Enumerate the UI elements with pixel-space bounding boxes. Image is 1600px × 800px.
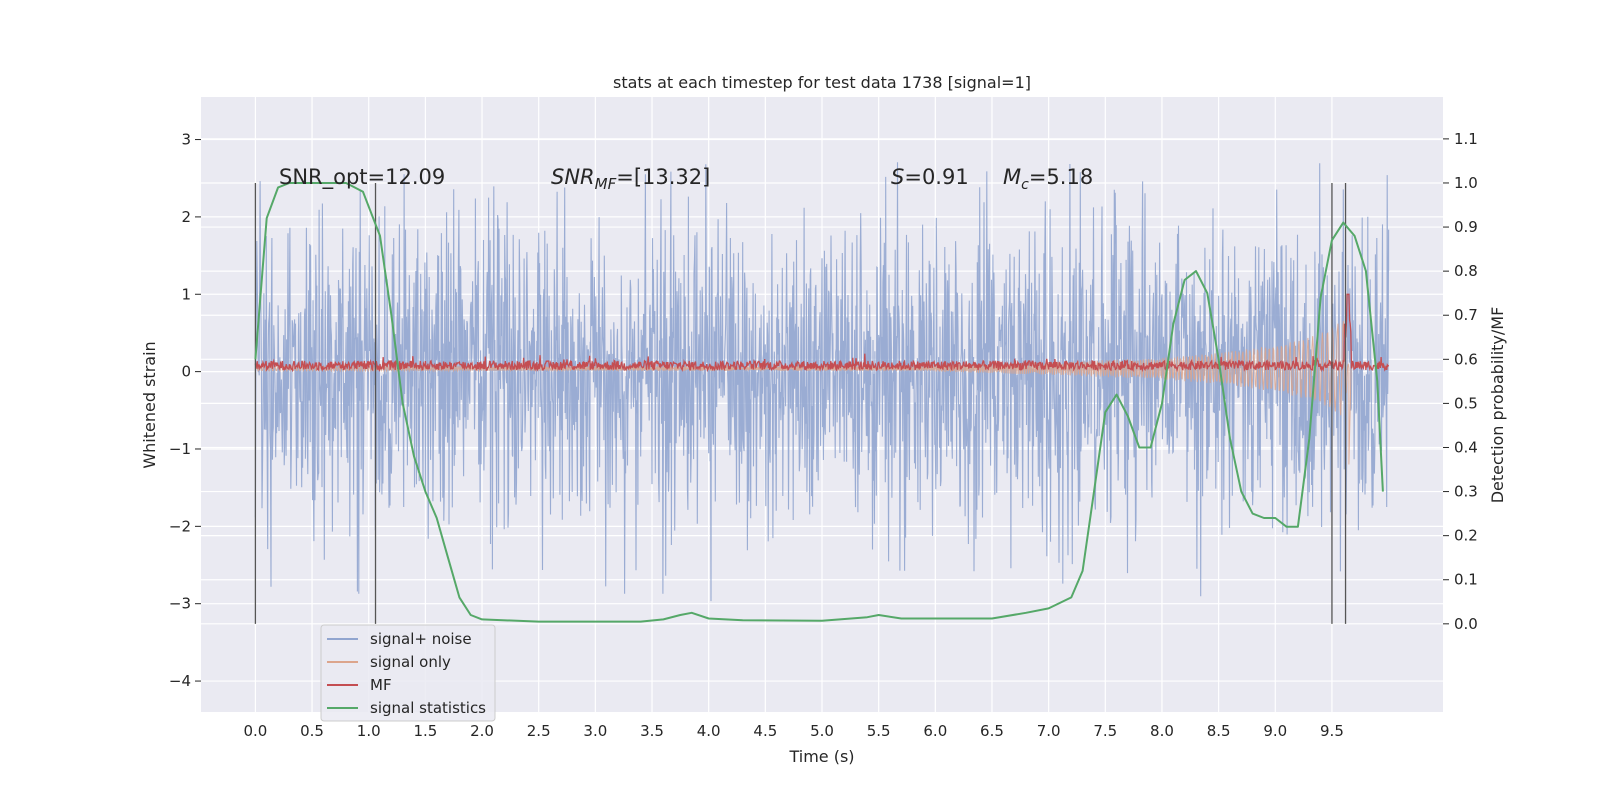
legend-label-signal-plus-noise: signal+ noise bbox=[370, 630, 472, 648]
series-signal-only bbox=[254, 321, 1352, 465]
chart-title: stats at each timestep for test data 173… bbox=[613, 73, 1031, 92]
y2-tick-label: 0.2 bbox=[1454, 527, 1478, 545]
y2-tick-label: 0.0 bbox=[1454, 615, 1478, 633]
y-tick-label: 0 bbox=[181, 363, 191, 381]
y-tick-label: 1 bbox=[181, 285, 191, 303]
y2-axis-ticks: 1.1 1.0 0.9 0.8 0.7 0.6 0.5 0.4 0.3 0.2 0.1 0.0 bbox=[1443, 130, 1478, 633]
x-tick-label: 6.5 bbox=[980, 722, 1004, 740]
vertical-markers bbox=[254, 182, 1347, 624]
x-tick-label: 9.0 bbox=[1263, 722, 1287, 740]
x-tick-label: 3.0 bbox=[583, 722, 607, 740]
series-signal-statistics bbox=[254, 182, 1384, 623]
legend-label-signal-only: signal only bbox=[370, 653, 451, 671]
y-axis-label: Whitened strain bbox=[140, 341, 159, 468]
x-tick-label: 4.5 bbox=[753, 722, 777, 740]
y-tick-label: 2 bbox=[181, 208, 191, 226]
x-tick-label: 7.0 bbox=[1037, 722, 1061, 740]
series-signal-plus-noise bbox=[254, 162, 1390, 602]
y-tick-label: −1 bbox=[169, 440, 191, 458]
y-tick-label: −4 bbox=[169, 672, 191, 690]
x-tick-label: 2.5 bbox=[527, 722, 551, 740]
x-tick-label: 0.0 bbox=[243, 722, 267, 740]
annotation-snr-mf-value: =[13.32] bbox=[616, 165, 710, 189]
annotation-snr-opt: SNR_opt=12.09 bbox=[279, 165, 445, 190]
x-tick-label: 6.0 bbox=[923, 722, 947, 740]
y-tick-label: 3 bbox=[181, 131, 191, 149]
y2-tick-label: 1.1 bbox=[1454, 130, 1478, 148]
annotation-mc: Mc=5.18 bbox=[1003, 165, 1093, 193]
annotation-s: S=0.91 bbox=[891, 165, 969, 189]
y2-tick-label: 0.7 bbox=[1454, 306, 1478, 324]
x-tick-label: 0.5 bbox=[300, 722, 324, 740]
y2-tick-label: 0.9 bbox=[1454, 218, 1478, 236]
y2-tick-label: 0.6 bbox=[1454, 350, 1478, 368]
x-tick-label: 1.0 bbox=[357, 722, 381, 740]
y-tick-label: −3 bbox=[169, 595, 191, 613]
x-tick-label: 8.5 bbox=[1207, 722, 1231, 740]
annotation-s-value: =0.91 bbox=[904, 165, 968, 189]
y-axis-ticks: 3 2 1 0 −1 −2 −3 −4 bbox=[169, 131, 201, 690]
legend-label-mf: MF bbox=[370, 676, 392, 694]
legend-box bbox=[320, 624, 496, 722]
y2-tick-label: 0.4 bbox=[1454, 438, 1478, 456]
y2-tick-label: 0.1 bbox=[1454, 571, 1478, 589]
x-tick-label: 5.5 bbox=[867, 722, 891, 740]
annotation-mc-value: =5.18 bbox=[1029, 165, 1093, 189]
annotation-s-label: S bbox=[891, 165, 904, 189]
annotation-snr-mf-label: SNR bbox=[551, 165, 595, 189]
y-tick-label: −2 bbox=[169, 517, 191, 535]
x-tick-label: 5.0 bbox=[810, 722, 834, 740]
x-tick-label: 1.5 bbox=[413, 722, 437, 740]
x-tick-label: 4.0 bbox=[697, 722, 721, 740]
x-axis-ticks: 0.0 0.5 1.0 1.5 2.0 2.5 3.0 3.5 4.0 4.5 5.0 5.5 6.0 6… bbox=[243, 722, 1343, 740]
x-tick-label: 8.0 bbox=[1150, 722, 1174, 740]
x-tick-label: 9.5 bbox=[1320, 722, 1344, 740]
x-tick-label: 7.5 bbox=[1093, 722, 1117, 740]
y2-tick-label: 1.0 bbox=[1454, 174, 1478, 192]
line-signal-only bbox=[254, 321, 1352, 465]
legend: signal+ noise signal only MF signal stat… bbox=[320, 624, 496, 722]
x-tick-label: 3.5 bbox=[640, 722, 664, 740]
y2-tick-label: 0.8 bbox=[1454, 262, 1478, 280]
x-axis-label: Time (s) bbox=[788, 747, 854, 766]
x-tick-label: 2.0 bbox=[470, 722, 494, 740]
annotation-snr-mf-sub: MF bbox=[595, 175, 617, 193]
y2-tick-label: 0.5 bbox=[1454, 394, 1478, 412]
annotation-mc-sub: c bbox=[1021, 177, 1029, 193]
y2-axis-label: Detection probability/MF bbox=[1488, 307, 1507, 504]
y2-tick-label: 0.3 bbox=[1454, 483, 1478, 501]
line-signal-statistics bbox=[254, 182, 1384, 623]
line-mf bbox=[254, 293, 1390, 373]
line-signal-plus-noise bbox=[254, 162, 1390, 602]
series-mf bbox=[254, 293, 1390, 373]
annotation-mc-label: M bbox=[1003, 165, 1021, 189]
legend-label-signal-statistics: signal statistics bbox=[370, 699, 486, 717]
annotation-snr-mf: SNRMF=[13.32] bbox=[551, 165, 710, 193]
